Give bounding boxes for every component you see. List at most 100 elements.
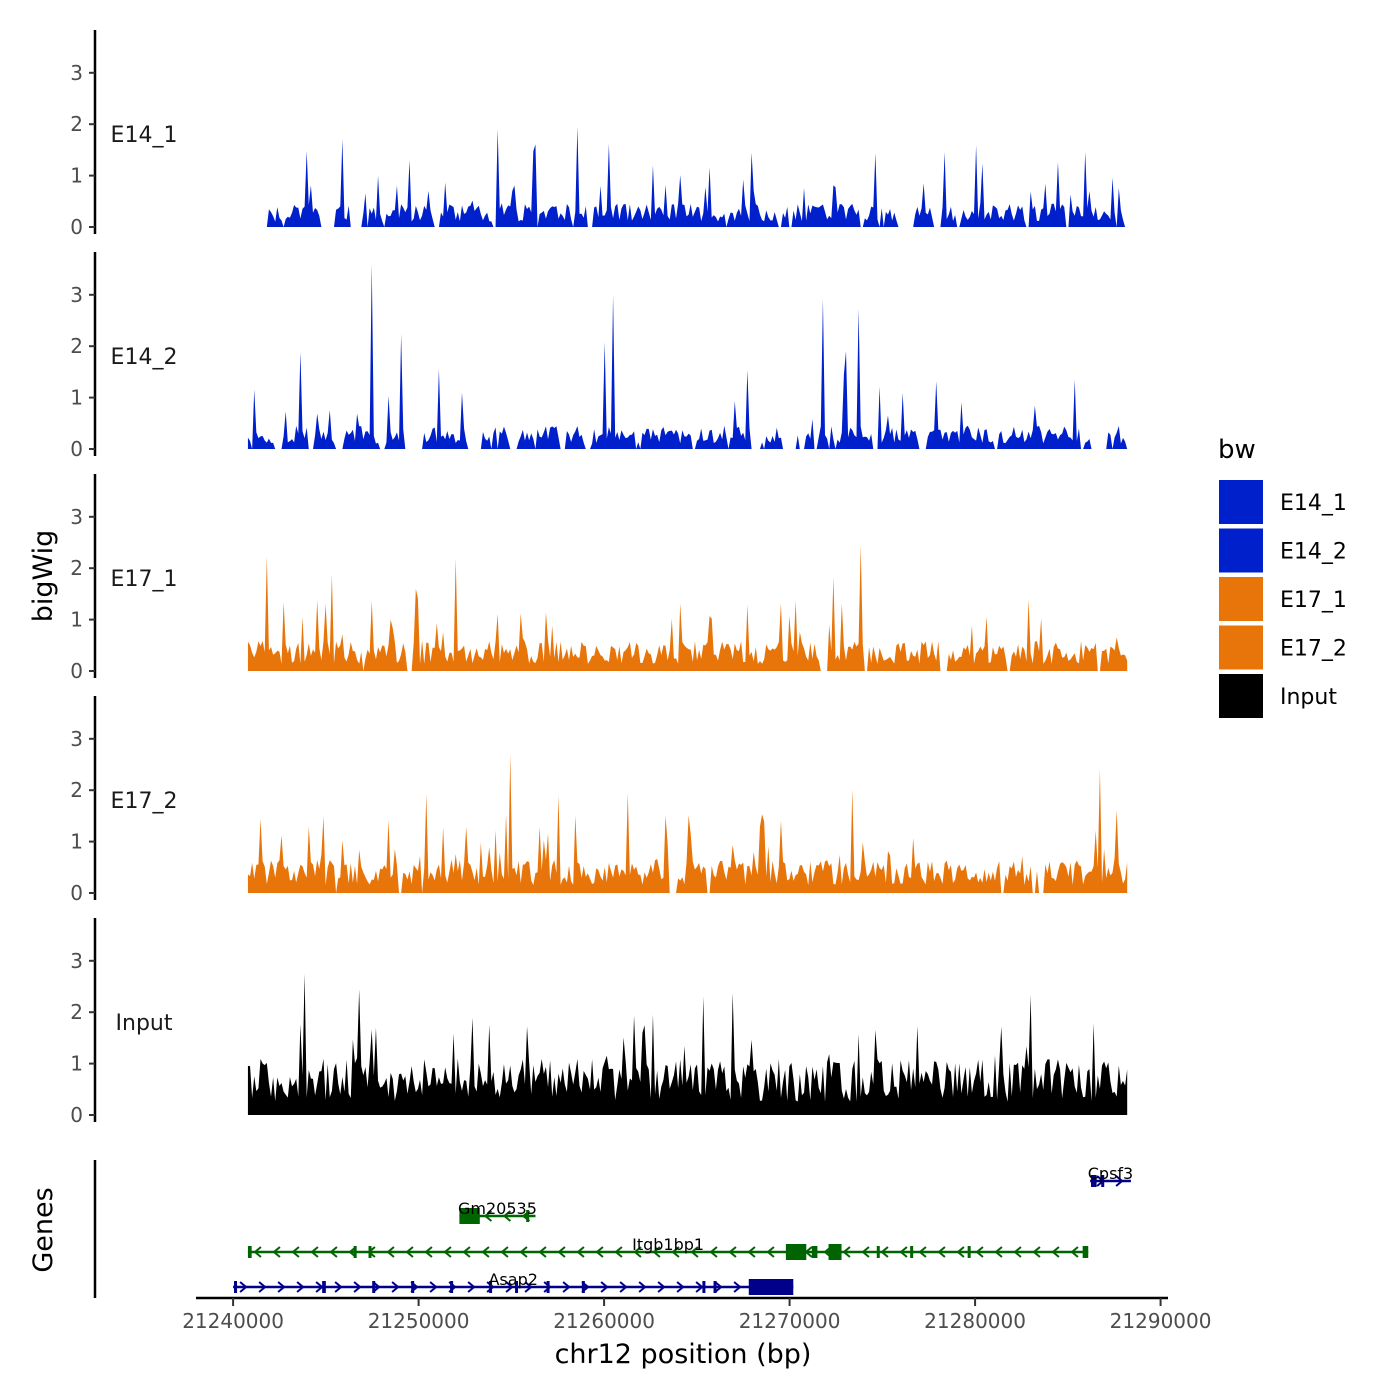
strand-chevron xyxy=(315,1281,324,1293)
y-axis-title: bigWig xyxy=(28,530,59,623)
gene-itgb1bp1: Itgb1bp1 xyxy=(247,1235,1089,1260)
strand-chevron xyxy=(310,1246,319,1258)
strand-chevron xyxy=(747,1246,756,1258)
y-tick-label: 1 xyxy=(70,386,83,410)
legend-title: bw xyxy=(1218,435,1256,465)
strand-chevron xyxy=(443,1246,452,1258)
exon xyxy=(581,1281,585,1293)
exon xyxy=(1101,1175,1105,1187)
strand-chevron xyxy=(272,1246,281,1258)
y-tick-label: 1 xyxy=(70,608,83,632)
x-tick-label: 21250000 xyxy=(368,1309,470,1333)
strand-chevron xyxy=(502,1210,512,1222)
strand-chevron xyxy=(766,1246,775,1258)
strand-chevron xyxy=(424,1246,433,1258)
strand-chevron xyxy=(619,1281,628,1293)
strand-chevron xyxy=(519,1246,528,1258)
strand-chevron xyxy=(1013,1246,1022,1258)
gene-annotation-track: Cpsf3 Gm20535 Itgb1bp1 Asap2 xyxy=(93,1160,1133,1298)
y-tick-label: 2 xyxy=(70,334,83,358)
strand-chevron xyxy=(429,1281,438,1293)
track-label: E14_2 xyxy=(111,345,178,370)
gene-label: Cpsf3 xyxy=(1088,1164,1133,1183)
y-tick-label: 3 xyxy=(70,727,83,751)
exon xyxy=(702,1281,706,1293)
strand-chevron xyxy=(709,1246,718,1258)
track-input: 0 1 2 3 Input xyxy=(70,918,1128,1127)
strand-chevron xyxy=(595,1246,604,1258)
strand-chevron xyxy=(291,1246,300,1258)
y-tick-label: 1 xyxy=(70,1052,83,1076)
exon xyxy=(546,1281,550,1293)
signal-area xyxy=(247,263,1128,449)
signal-tracks: 0 1 2 3 E14_1 0 1 2 3 E14_2 0 1 2 3 E17_1 0 1 2 3 E17_2 0 1 2 3… xyxy=(70,30,1128,1127)
y-tick-label: 1 xyxy=(70,164,83,188)
exon xyxy=(713,1281,717,1293)
exon xyxy=(811,1246,818,1258)
strand-chevron xyxy=(1115,1175,1124,1187)
track-label: E14_1 xyxy=(111,123,178,148)
strand-chevron xyxy=(386,1246,395,1258)
strand-chevron xyxy=(652,1246,661,1258)
strand-chevron xyxy=(483,1210,493,1222)
gene-label: Itgb1bp1 xyxy=(632,1235,704,1254)
strand-chevron xyxy=(353,1281,362,1293)
exon xyxy=(459,1208,480,1224)
strand-chevron xyxy=(975,1246,984,1258)
signal-area xyxy=(247,754,1128,893)
strand-chevron xyxy=(1051,1246,1060,1258)
x-tick-label: 21290000 xyxy=(1110,1309,1212,1333)
exon xyxy=(515,1281,519,1293)
strand-chevron xyxy=(277,1281,286,1293)
legend-label: E17_1 xyxy=(1280,588,1347,613)
y-tick-label: 0 xyxy=(70,1103,83,1127)
y-tick-label: 3 xyxy=(70,505,83,529)
strand-chevron xyxy=(576,1246,585,1258)
y-tick-label: 0 xyxy=(70,437,83,461)
strand-chevron xyxy=(296,1281,305,1293)
strand-chevron xyxy=(481,1246,490,1258)
exon xyxy=(526,1210,530,1222)
y-tick-label: 1 xyxy=(70,830,83,854)
genes-axis-title: Genes xyxy=(28,1187,59,1272)
strand-chevron xyxy=(937,1246,946,1258)
gene-label: Gm20535 xyxy=(458,1199,537,1218)
exon xyxy=(1082,1246,1089,1258)
strand-chevron xyxy=(557,1246,566,1258)
gene-cpsf3: Cpsf3 xyxy=(1088,1164,1133,1187)
strand-chevron xyxy=(728,1246,737,1258)
track-label: Input xyxy=(116,1011,173,1036)
x-tick-label: 21270000 xyxy=(739,1309,841,1333)
legend-swatch xyxy=(1219,625,1263,670)
x-axis: 21240000 21250000 21260000 21270000 21280000… xyxy=(182,1296,1212,1333)
y-tick-label: 2 xyxy=(70,778,83,802)
signal-area xyxy=(247,973,1128,1115)
strand-chevron xyxy=(633,1246,642,1258)
strand-chevron xyxy=(538,1246,547,1258)
exon xyxy=(910,1246,914,1258)
exon xyxy=(353,1246,357,1258)
strand-chevron xyxy=(690,1246,699,1258)
legend-swatch xyxy=(1219,674,1263,718)
exon xyxy=(1091,1175,1097,1187)
track-label: E17_1 xyxy=(111,567,178,592)
legend-label: E14_2 xyxy=(1280,540,1347,565)
track-e17-2: 0 1 2 3 E17_2 xyxy=(70,696,1128,905)
y-tick-label: 2 xyxy=(70,1000,83,1024)
strand-chevron xyxy=(714,1281,723,1293)
strand-chevron xyxy=(956,1246,965,1258)
strand-chevron xyxy=(524,1281,533,1293)
y-tick-label: 0 xyxy=(70,659,83,683)
strand-chevron xyxy=(676,1281,685,1293)
y-tick-label: 0 xyxy=(70,881,83,905)
gene-label: Asap2 xyxy=(488,1270,537,1289)
strand-chevron xyxy=(405,1246,414,1258)
strand-chevron xyxy=(614,1246,623,1258)
legend-label: E17_2 xyxy=(1280,637,1347,662)
strand-chevron xyxy=(462,1246,471,1258)
strand-chevron xyxy=(505,1281,514,1293)
exon xyxy=(450,1281,454,1293)
strand-chevron xyxy=(239,1281,248,1293)
exon xyxy=(748,1279,794,1295)
strand-chevron xyxy=(861,1246,870,1258)
